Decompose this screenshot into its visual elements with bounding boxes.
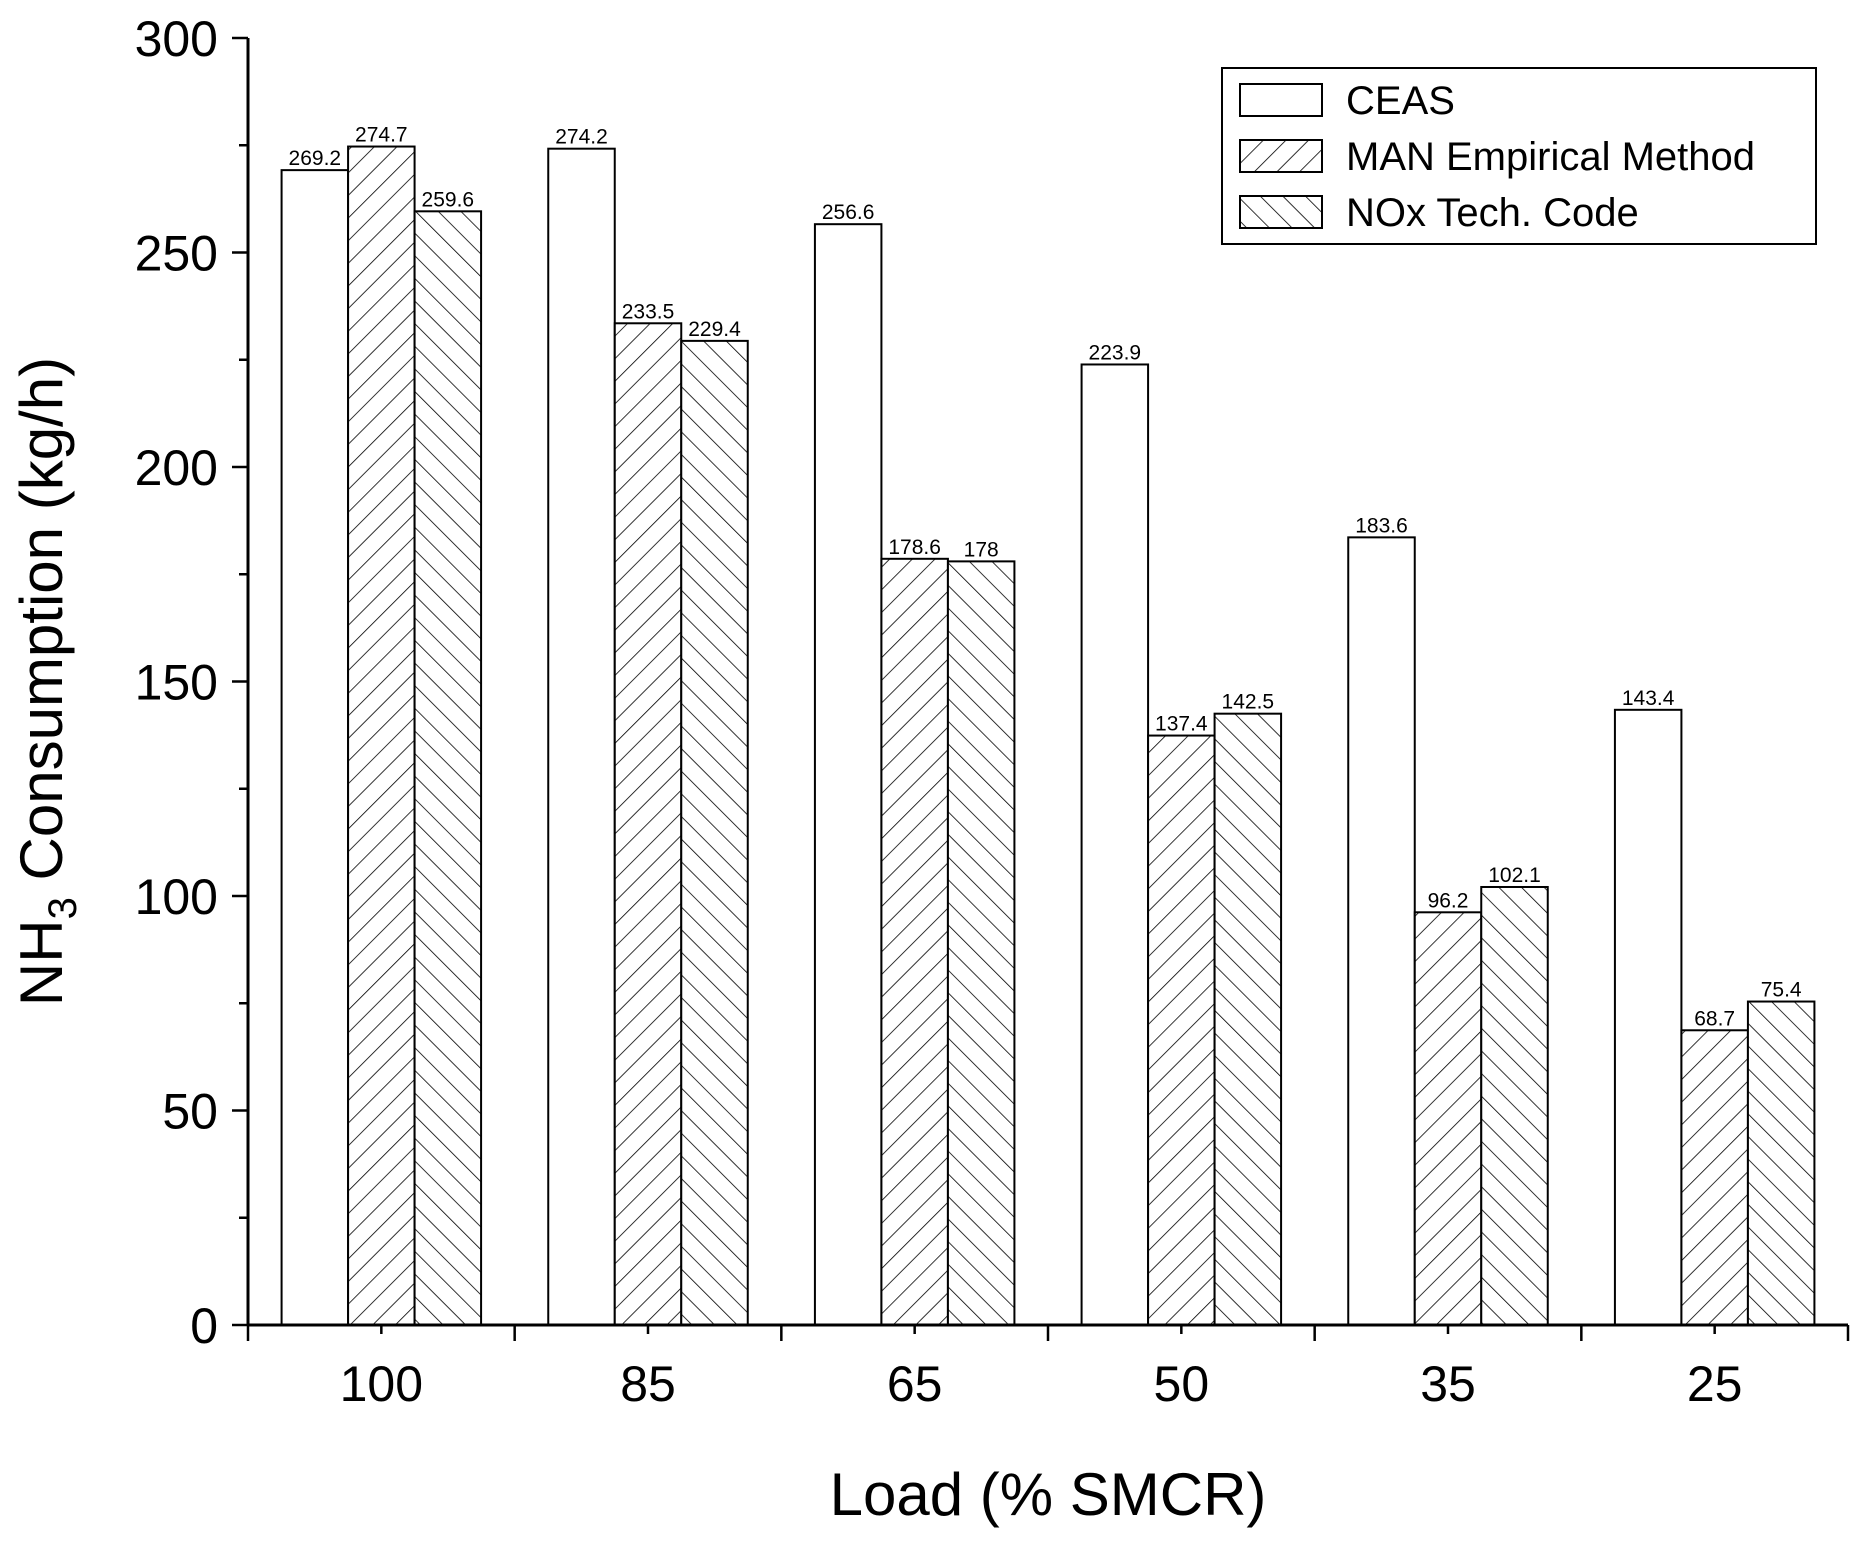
legend-swatch <box>1239 195 1323 229</box>
bar-value-label: 143.4 <box>1622 687 1675 710</box>
bar-nox-tech-code-85 <box>680 339 749 1326</box>
bar-man-empirical-method-65 <box>880 557 949 1326</box>
bar-value-label: 142.5 <box>1222 691 1275 714</box>
y-tick-label: 200 <box>135 440 218 496</box>
legend-swatch <box>1239 139 1323 173</box>
bar-value-label: 178 <box>964 538 999 561</box>
bar-ceas-100 <box>280 169 350 1327</box>
bar-value-label: 256.6 <box>822 201 875 224</box>
bar-man-empirical-method-85 <box>613 322 683 1327</box>
y-tick-label: 250 <box>135 226 218 282</box>
y-tick-label: 100 <box>135 869 218 925</box>
bar-value-label: 102.1 <box>1488 864 1541 887</box>
bar-value-label: 259.6 <box>422 188 475 211</box>
bar-value-label: 223.9 <box>1089 341 1142 364</box>
y-axis-title-subscript: 3 <box>41 897 85 919</box>
y-axis-title-rest: Consumption (kg/h) <box>8 357 75 897</box>
axes: 0 50 100 150 200 250 300 100 85 65 50 35 25 <box>135 11 1850 1412</box>
bar-value-label: 68.7 <box>1694 1007 1735 1030</box>
x-tick-label: 65 <box>887 1356 943 1412</box>
y-tick-label: 50 <box>162 1084 218 1140</box>
x-tick-label: 50 <box>1154 1356 1210 1412</box>
x-tick-label: 85 <box>620 1356 676 1412</box>
bar-value-label: 178.6 <box>888 536 941 559</box>
x-tick-label: 35 <box>1420 1356 1476 1412</box>
bar-ceas-35 <box>1347 536 1416 1326</box>
bar-man-empirical-method-100 <box>347 145 416 1327</box>
bar-ceas-85 <box>547 147 616 1326</box>
bar-value-label: 229.4 <box>688 318 741 341</box>
y-axis-title: NH3 Consumption (kg/h) <box>8 357 85 1006</box>
y-tick-label: 150 <box>135 655 218 711</box>
bar-ceas-25 <box>1613 708 1683 1326</box>
bar-value-label: 96.2 <box>1428 889 1469 912</box>
x-ticks: 100 85 65 50 35 25 <box>246 1325 1850 1412</box>
y-axis-title-main: NH <box>8 919 75 1006</box>
bar-nox-tech-code-50 <box>1213 712 1283 1326</box>
legend-label: CEAS <box>1346 79 1455 123</box>
bar-ceas-65 <box>813 223 883 1326</box>
bar-value-label: 75.4 <box>1761 979 1802 1002</box>
y-tick-label: 0 <box>190 1298 218 1354</box>
bar-ceas-50 <box>1080 363 1150 1326</box>
bar-value-label: 274.2 <box>555 126 608 149</box>
y-tick-label: 300 <box>135 11 218 67</box>
legend-label: MAN Empirical Method <box>1346 135 1755 179</box>
bar-man-empirical-method-50 <box>1147 734 1216 1326</box>
bar-value-label: 183.6 <box>1355 514 1408 537</box>
bar-value-label: 269.2 <box>289 147 342 170</box>
bar-man-empirical-method-25 <box>1680 1029 1749 1326</box>
x-tick-label: 25 <box>1687 1356 1743 1412</box>
x-axis-title: Load (% SMCR) <box>830 1461 1267 1528</box>
legend: CEAS MAN Empirical Method NOx Tech. Code <box>1221 67 1817 245</box>
bar-nox-tech-code-35 <box>1480 885 1549 1327</box>
y-ticks: 0 50 100 150 200 250 300 <box>135 11 248 1354</box>
legend-label: NOx Tech. Code <box>1346 191 1639 235</box>
bar-value-label: 137.4 <box>1155 713 1208 736</box>
x-tick-label: 100 <box>340 1356 423 1412</box>
bar-value-label: 274.7 <box>355 124 408 147</box>
bar-man-empirical-method-35 <box>1413 911 1483 1326</box>
bar-nox-tech-code-100 <box>413 210 483 1326</box>
bar-nox-tech-code-65 <box>946 560 1016 1326</box>
bar-value-label: 233.5 <box>622 300 675 323</box>
legend-swatch <box>1239 83 1323 117</box>
bars-group <box>280 145 1816 1327</box>
data-labels-group: 269.2 274.7 259.6 274.2 233.5 229.4 256.6 178.6… <box>289 124 1802 1031</box>
bar-nox-tech-code-25 <box>1746 1000 1816 1326</box>
